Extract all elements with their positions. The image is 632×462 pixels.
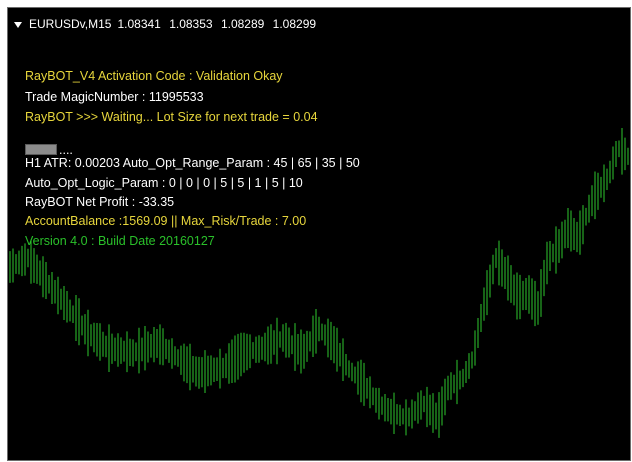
logic-params: Auto_Opt_Logic_Param : 0 | 0 | 0 | 5 | 5…: [25, 176, 303, 190]
version-info: Version 4.0 : Build Date 20160127: [25, 234, 215, 248]
progress-bar: [25, 144, 57, 155]
waiting-status: RayBOT >>> Waiting... Lot Size for next …: [25, 110, 318, 124]
high-price: 1.08353: [169, 17, 213, 31]
chart-window[interactable]: EURUSDv,M15 1.08341 1.08353 1.08289 1.08…: [7, 7, 631, 461]
atr-params: H1 ATR: 0.00203 Auto_Opt_Range_Param : 4…: [25, 156, 360, 170]
net-profit: RayBOT Net Profit : -33.35: [25, 195, 175, 209]
dropdown-triangle-icon[interactable]: [14, 21, 22, 28]
chart-title-bar[interactable]: EURUSDv,M15 1.08341 1.08353 1.08289 1.08…: [14, 16, 321, 32]
close-price: 1.08299: [272, 17, 317, 31]
symbol-timeframe: EURUSDv,M15: [29, 17, 112, 31]
price-chart[interactable]: [8, 8, 630, 460]
magic-number: Trade MagicNumber : 11995533: [25, 90, 204, 104]
chart-frame: EURUSDv,M15 1.08341 1.08353 1.08289 1.08…: [6, 6, 632, 462]
progress-dots: ....: [59, 143, 73, 157]
ohlc-prices: 1.08341 1.08353 1.08289 1.08299: [117, 17, 321, 31]
activation-status: RayBOT_V4 Activation Code : Validation O…: [25, 69, 283, 83]
open-price: 1.08341: [117, 17, 161, 31]
low-price: 1.08289: [220, 17, 265, 31]
progress-indicator: ....: [25, 141, 73, 157]
account-balance: AccountBalance :1569.09 || Max_Risk/Trad…: [25, 214, 307, 228]
